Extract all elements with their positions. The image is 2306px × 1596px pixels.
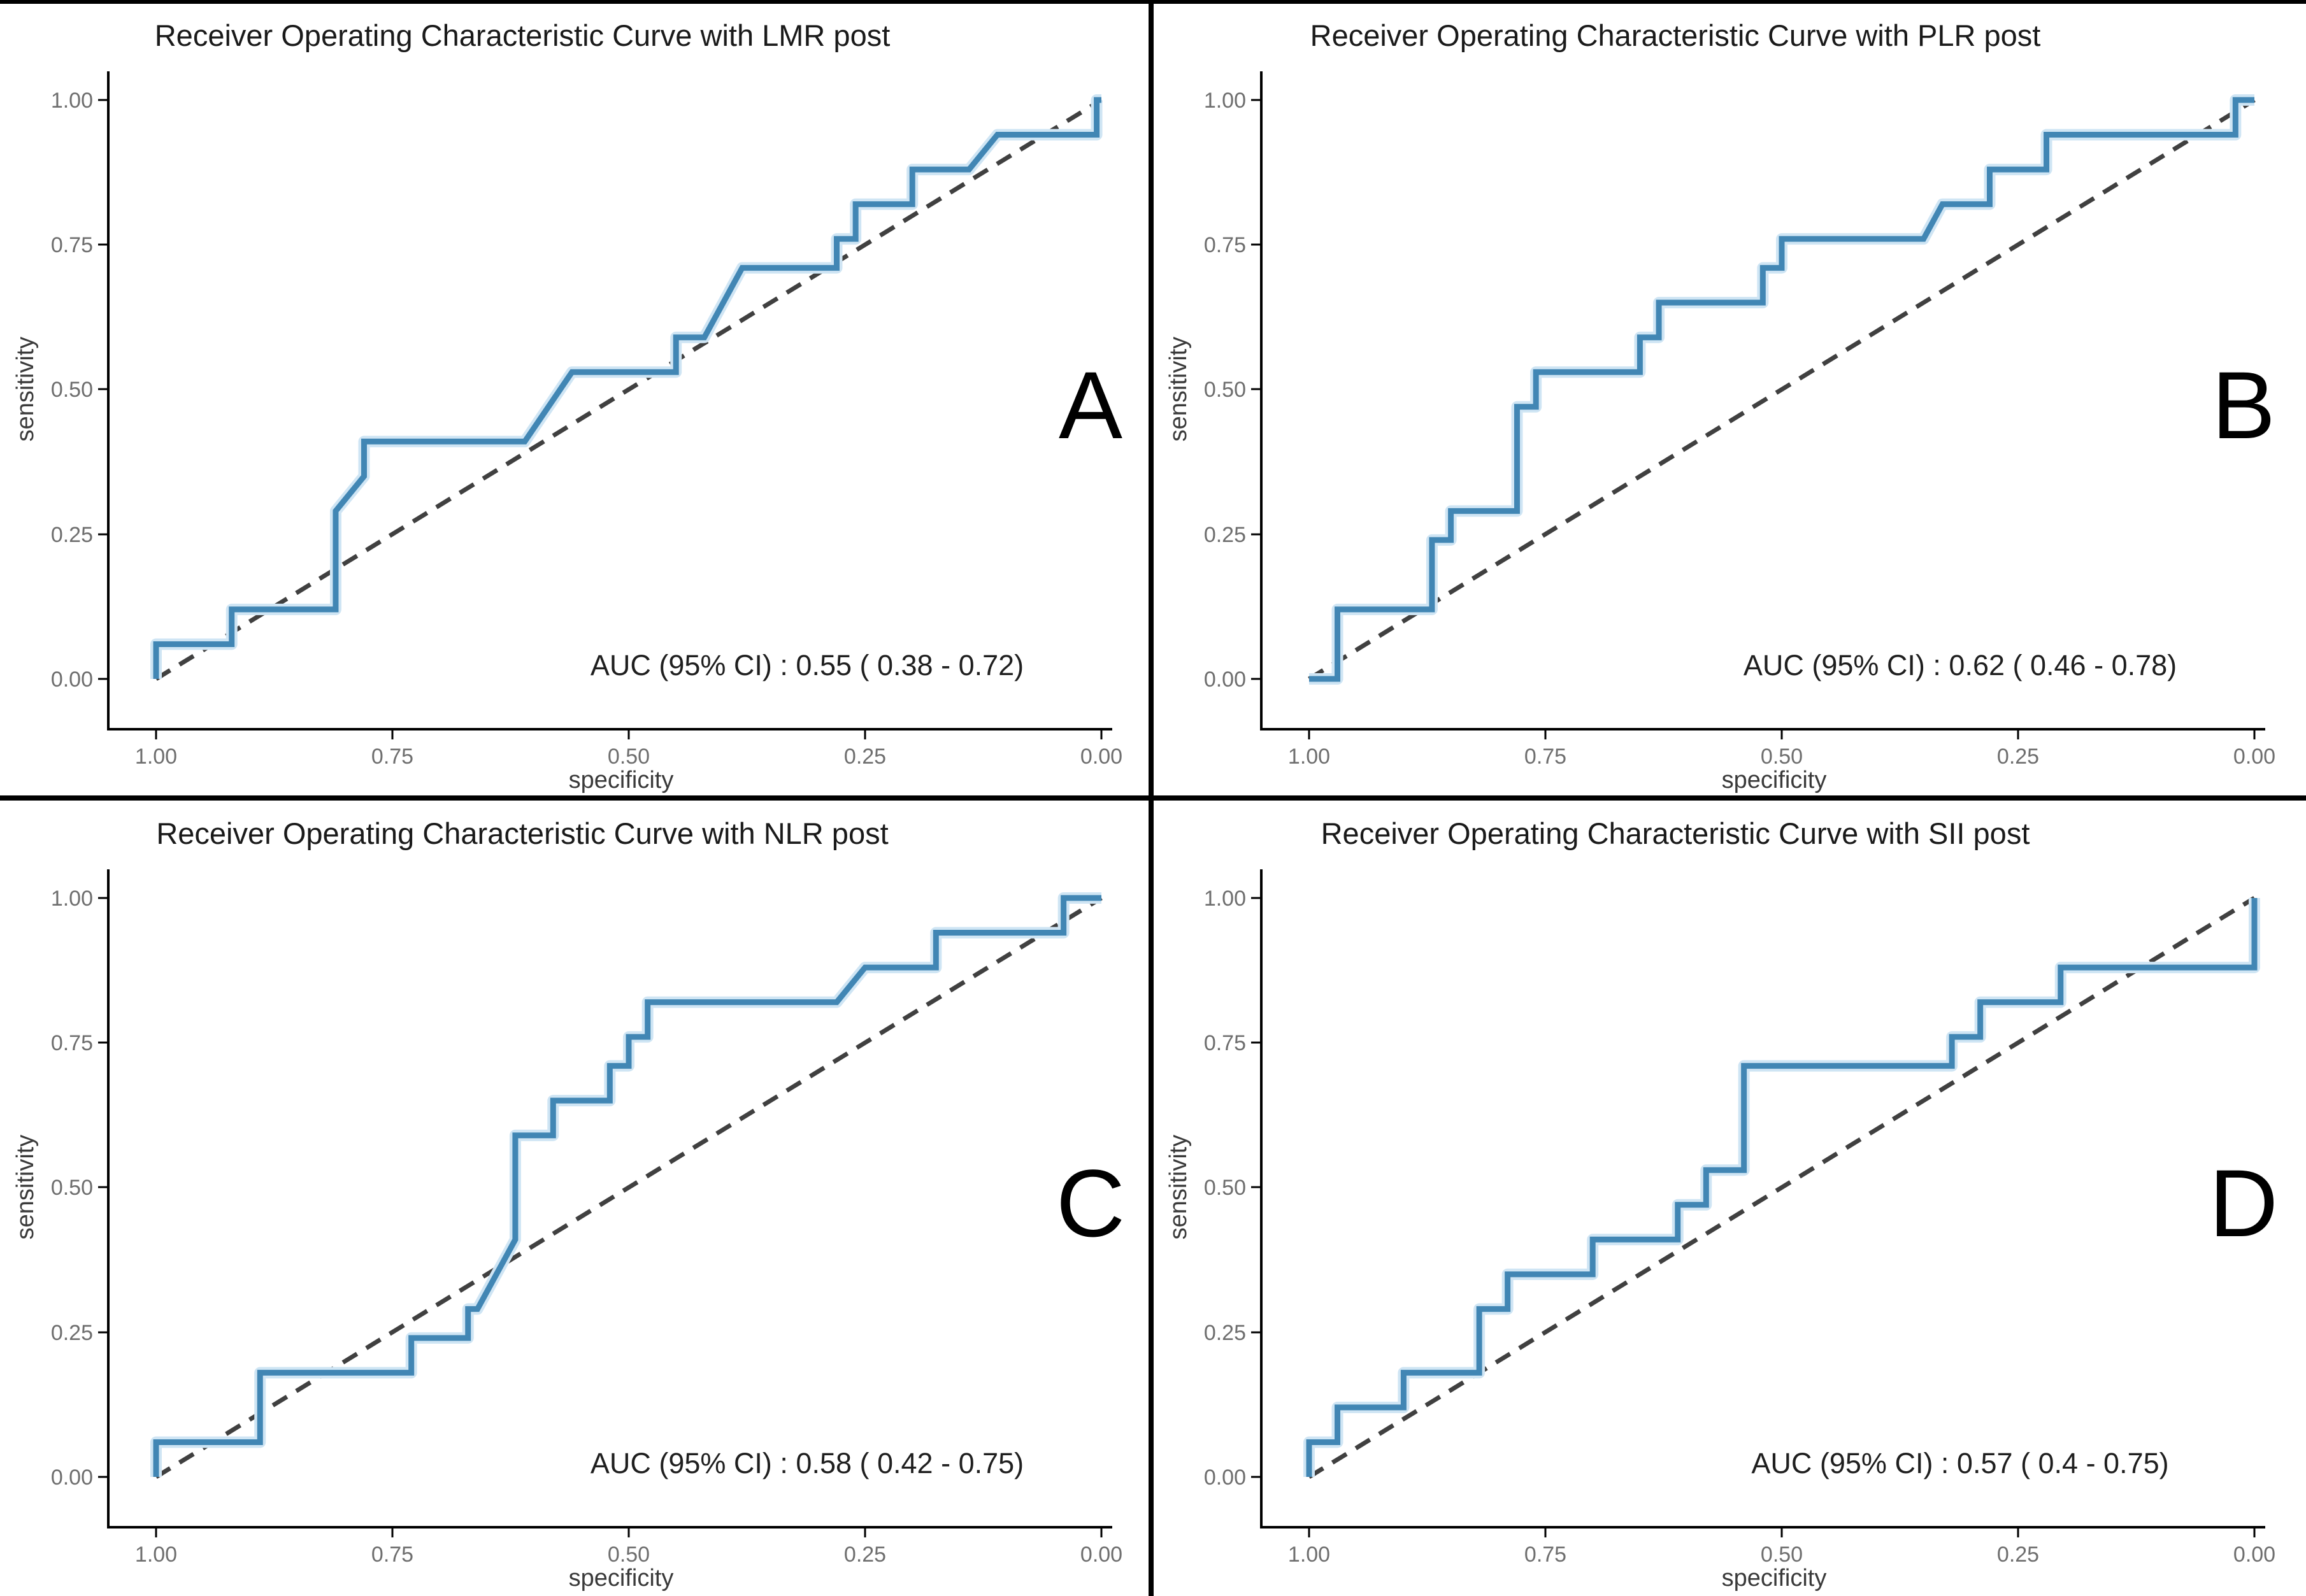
y-tick-label: 0.50 — [1204, 378, 1246, 402]
panel-title: Receiver Operating Characteristic Curve … — [1310, 18, 2041, 52]
x-tick-label: 0.50 — [608, 1543, 650, 1567]
y-tick-label: 0.50 — [51, 378, 93, 402]
x-axis-title: specificity — [1722, 767, 1827, 794]
y-tick-label: 0.00 — [51, 667, 93, 692]
panel-letter: A — [1059, 352, 1122, 459]
roc-plot: Receiver Operating Characteristic Curve … — [12, 18, 1122, 794]
horizontal-panel-divider — [0, 795, 2306, 801]
y-axis-title: sensitivity — [1165, 337, 1192, 442]
y-tick-label: 0.50 — [1204, 1176, 1246, 1200]
auc-annotation: AUC (95% CI) : 0.58 ( 0.42 - 0.75) — [591, 1447, 1024, 1479]
y-tick-label: 0.25 — [51, 523, 93, 547]
panel-letter: B — [2212, 352, 2275, 459]
y-tick-label: 1.00 — [51, 887, 93, 911]
x-tick-label: 0.75 — [371, 1543, 413, 1567]
auc-annotation: AUC (95% CI) : 0.55 ( 0.38 - 0.72) — [591, 649, 1024, 681]
y-axis: 0.00 0.25 0.50 0.75 1.00 sensitivity — [12, 71, 110, 730]
y-axis-title: sensitivity — [1165, 1135, 1192, 1240]
panel-title: Receiver Operating Characteristic Curve … — [156, 816, 888, 850]
chance-diagonal-line — [1308, 98, 2256, 681]
y-tick-label: 0.25 — [1204, 1321, 1246, 1345]
x-axis: 1.00 0.75 0.50 0.25 0.00 specificity — [1260, 728, 2275, 794]
y-axis: 0.00 0.25 0.50 0.75 1.00 sensitivity — [1165, 869, 1263, 1528]
x-tick-label: 0.75 — [371, 745, 413, 769]
x-tick-label: 0.25 — [1997, 1543, 2039, 1567]
y-tick-label: 0.25 — [1204, 523, 1246, 547]
roc-panel-C: Receiver Operating Characteristic Curve … — [0, 798, 1153, 1596]
roc-panel-B: Receiver Operating Characteristic Curve … — [1153, 0, 2306, 798]
roc-curve-line — [153, 895, 1101, 1477]
x-axis-title: specificity — [569, 1565, 674, 1592]
x-tick-label: 0.00 — [1080, 745, 1122, 769]
x-tick-label: 0.50 — [1761, 1543, 1803, 1567]
y-tick-label: 0.75 — [1204, 233, 1246, 257]
y-tick-label: 0.75 — [1204, 1031, 1246, 1055]
x-tick-label: 0.00 — [1080, 1543, 1122, 1567]
x-tick-label: 0.00 — [2233, 745, 2275, 769]
y-tick-label: 0.00 — [1204, 1465, 1246, 1490]
roc-panel-D: Receiver Operating Characteristic Curve … — [1153, 798, 2306, 1596]
y-tick-label: 0.00 — [51, 1465, 93, 1490]
roc-curve-line — [1309, 97, 2254, 682]
y-axis: 0.00 0.25 0.50 0.75 1.00 sensitivity — [12, 869, 110, 1528]
chance-diagonal-line — [155, 896, 1103, 1479]
x-axis: 1.00 0.75 0.50 0.25 0.00 specificity — [107, 728, 1122, 794]
x-tick-label: 1.00 — [1288, 745, 1330, 769]
x-tick-label: 0.00 — [2233, 1543, 2275, 1567]
x-tick-label: 0.50 — [608, 745, 650, 769]
x-axis: 1.00 0.75 0.50 0.25 0.00 specificity — [1260, 1526, 2275, 1592]
panel-letter: D — [2209, 1150, 2278, 1257]
x-tick-label: 0.50 — [1761, 745, 1803, 769]
y-tick-label: 0.75 — [51, 233, 93, 257]
auc-annotation: AUC (95% CI) : 0.57 ( 0.4 - 0.75) — [1751, 1447, 2168, 1479]
x-tick-label: 0.25 — [844, 745, 886, 769]
y-tick-label: 0.25 — [51, 1321, 93, 1345]
y-tick-label: 1.00 — [1204, 887, 1246, 911]
y-axis: 0.00 0.25 0.50 0.75 1.00 sensitivity — [1165, 71, 1263, 730]
roc-plot: Receiver Operating Characteristic Curve … — [12, 816, 1125, 1592]
x-axis-title: specificity — [569, 767, 674, 794]
y-tick-label: 1.00 — [1204, 89, 1246, 113]
roc-plot: Receiver Operating Characteristic Curve … — [1165, 18, 2275, 794]
x-tick-label: 1.00 — [135, 1543, 177, 1567]
chance-diagonal-line — [155, 98, 1103, 681]
y-tick-label: 0.50 — [51, 1176, 93, 1200]
y-tick-label: 0.75 — [51, 1031, 93, 1055]
x-tick-label: 1.00 — [135, 745, 177, 769]
y-tick-label: 0.00 — [1204, 667, 1246, 692]
x-axis: 1.00 0.75 0.50 0.25 0.00 specificity — [107, 1526, 1122, 1592]
x-tick-label: 0.75 — [1524, 745, 1566, 769]
chance-diagonal-line — [1308, 896, 2256, 1479]
panel-title: Receiver Operating Characteristic Curve … — [155, 18, 891, 52]
roc-panel-A: Receiver Operating Characteristic Curve … — [0, 0, 1153, 798]
x-tick-label: 0.25 — [1997, 745, 2039, 769]
roc-plot: Receiver Operating Characteristic Curve … — [1165, 816, 2278, 1592]
x-tick-label: 0.75 — [1524, 1543, 1566, 1567]
y-tick-label: 1.00 — [51, 89, 93, 113]
x-tick-label: 0.25 — [844, 1543, 886, 1567]
panel-title: Receiver Operating Characteristic Curve … — [1321, 816, 2030, 850]
x-axis-title: specificity — [1722, 1565, 1827, 1592]
roc-curve-line — [1306, 898, 2258, 1477]
y-axis-title: sensitivity — [12, 1135, 39, 1240]
y-axis-title: sensitivity — [12, 337, 39, 442]
x-tick-label: 1.00 — [1288, 1543, 1330, 1567]
roc-curve-line — [153, 97, 1101, 679]
panel-letter: C — [1056, 1150, 1125, 1257]
auc-annotation: AUC (95% CI) : 0.62 ( 0.46 - 0.78) — [1744, 649, 2177, 681]
